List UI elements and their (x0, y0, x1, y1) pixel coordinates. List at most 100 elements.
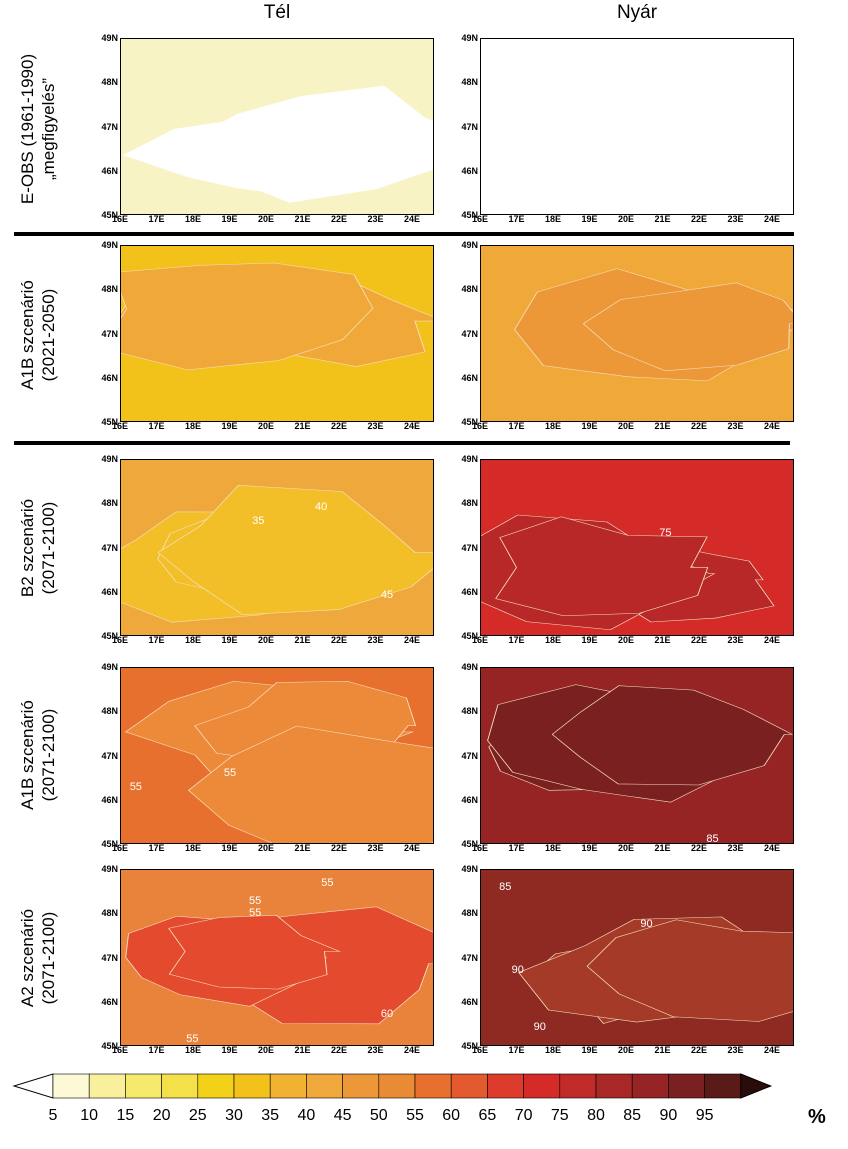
map-panel-b2-winter: 35 40 45 (120, 459, 434, 636)
legend-tick-label: 50 (369, 1107, 388, 1124)
lat-tick-label: 46N (461, 996, 478, 1007)
lon-tick-label: 18E (544, 421, 561, 431)
lon-tick-label: 17E (508, 1045, 525, 1055)
lat-tick-label: 49N (461, 864, 478, 874)
lat-tick-label: 47N (461, 750, 478, 761)
lon-tick-label: 23E (367, 421, 384, 431)
lon-tick-label: 16E (471, 1045, 488, 1055)
legend-tick-label: 80 (587, 1107, 605, 1124)
lat-tick-label: 49N (101, 33, 118, 43)
contour-label: 60 (380, 1008, 394, 1021)
lon-tick-label: 22E (690, 843, 707, 853)
map-field (121, 39, 433, 215)
lon-tick-label: 21E (654, 421, 671, 431)
contour-label: 75 (659, 527, 672, 540)
lat-tick-label: 47N (461, 328, 478, 339)
lon-tick-label: 22E (690, 1045, 707, 1055)
lat-tick-label: 49N (461, 662, 478, 672)
country-border (490, 482, 747, 593)
lat-tick-label: 49N (461, 33, 478, 43)
row-label-a1b-2071: A1B szcenárió (2071-2100) (18, 700, 58, 810)
lat-tick-label: 48N (461, 498, 478, 509)
map-panel-eobs-winter (120, 38, 434, 215)
lon-tick-label: 21E (654, 635, 671, 645)
lon-tick-label: 19E (581, 421, 598, 431)
country-border (121, 460, 316, 492)
lon-tick-label: 18E (184, 214, 201, 224)
country-border (121, 39, 316, 71)
lon-tick-label: 17E (508, 843, 525, 853)
legend-swatch (161, 1073, 199, 1099)
lon-tick-label: 21E (654, 214, 671, 224)
map-field (481, 870, 793, 1046)
lon-tick-label: 16E (111, 843, 128, 853)
lon-tick-label: 24E (763, 214, 780, 224)
legend-swatch (269, 1073, 307, 1099)
legend-swatch (306, 1073, 343, 1099)
legend-swatch (450, 1073, 488, 1099)
legend-swatch (414, 1073, 452, 1099)
map-panel-a2-summer: 85 90 90 90 (480, 869, 794, 1046)
country-border (490, 268, 747, 379)
lat-tick-label: 45N (101, 839, 118, 849)
country-border (669, 870, 688, 891)
legend-swatch (88, 1073, 126, 1099)
lon-tick-label: 20E (257, 1045, 274, 1055)
lon-tick-label: 16E (471, 843, 488, 853)
lat-tick-label: 46N (101, 794, 118, 805)
divider-2 (14, 441, 790, 445)
contour-label: 55 (186, 1032, 199, 1045)
row-label-a1b-2021: A1B szcenárió (2021-2050) (18, 280, 58, 390)
map-field (481, 460, 794, 636)
legend-tick-label: 10 (80, 1107, 99, 1124)
lon-tick-label: 23E (727, 421, 744, 431)
lon-tick-label: 16E (111, 1045, 128, 1055)
lat-tick-label: 45N (101, 210, 118, 220)
country-border (309, 460, 328, 481)
lon-tick-label: 22E (690, 214, 707, 224)
lon-tick-label: 17E (508, 635, 525, 645)
country-border (636, 799, 682, 844)
lon-tick-label: 21E (654, 843, 671, 853)
lat-tick-label: 47N (101, 542, 118, 553)
legend-tick-label: 40 (297, 1107, 316, 1124)
country-border (581, 375, 612, 422)
lon-tick-label: 23E (367, 843, 384, 853)
map-field (481, 668, 793, 844)
column-title-summer: Nyár (616, 2, 658, 23)
legend-max-arrow (740, 1073, 773, 1099)
contour-label: 85 (499, 880, 512, 893)
lon-tick-label: 21E (294, 1045, 311, 1055)
country-border (130, 690, 387, 801)
lon-tick-label: 18E (544, 635, 561, 645)
lon-tick-label: 21E (294, 214, 311, 224)
lat-tick-label: 45N (101, 1041, 118, 1051)
row-label-a2: A2 szcenárió (2071-2100) (18, 908, 58, 1008)
country-border (481, 460, 676, 492)
lat-tick-label: 46N (101, 372, 118, 383)
country-border (481, 976, 512, 1029)
lat-tick-label: 45N (461, 839, 478, 849)
map-field (121, 668, 433, 843)
country-border (481, 39, 676, 71)
legend-tick-label: 15 (116, 1107, 135, 1124)
lon-tick-label: 22E (330, 214, 347, 224)
lat-tick-label: 45N (461, 417, 478, 427)
contour-region (495, 516, 709, 617)
lat-tick-label: 47N (461, 542, 478, 553)
lon-tick-label: 22E (690, 635, 707, 645)
lon-tick-label: 23E (727, 1045, 744, 1055)
country-border (738, 495, 794, 499)
lat-tick-label: 46N (461, 372, 478, 383)
lat-tick-label: 46N (461, 586, 478, 597)
contour-region (121, 262, 374, 371)
lon-tick-label: 24E (403, 635, 420, 645)
lon-tick-label: 24E (403, 214, 420, 224)
contour-label: 90 (533, 1020, 546, 1033)
lat-tick-label: 48N (101, 706, 118, 717)
lon-tick-label: 20E (617, 1045, 634, 1055)
lat-tick-label: 45N (461, 1041, 478, 1051)
lon-tick-label: 18E (184, 1045, 201, 1055)
lat-tick-label: 46N (461, 165, 478, 176)
lat-tick-label: 46N (101, 586, 118, 597)
